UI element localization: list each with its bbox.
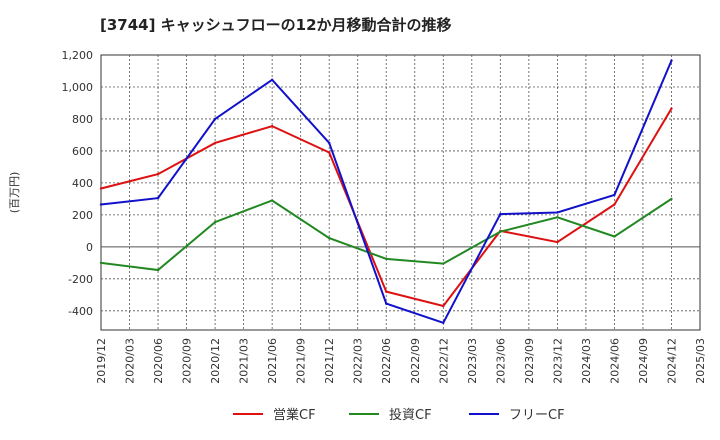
data-point <box>556 216 559 219</box>
data-point <box>385 290 388 293</box>
data-point <box>385 257 388 261</box>
data-point <box>270 124 274 128</box>
y-tick-label: 600 <box>72 145 93 158</box>
y-tick-label: 800 <box>72 113 93 126</box>
x-tick-label: 2020/03 <box>124 338 137 384</box>
chart-title: [3744] キャッシュフローの12か月移動合計の推移 <box>100 16 452 34</box>
data-point <box>613 193 616 197</box>
data-point <box>99 261 103 265</box>
x-tick-label: 2024/06 <box>608 338 621 384</box>
data-point <box>327 236 331 240</box>
data-point <box>156 172 160 176</box>
data-point <box>670 197 673 201</box>
x-tick-label: 2024/09 <box>637 338 650 384</box>
x-tick-label: 2021/09 <box>295 338 308 384</box>
data-point <box>442 262 445 265</box>
y-tick-label: -400 <box>68 305 93 318</box>
data-point <box>156 196 160 200</box>
data-point <box>670 59 673 62</box>
series-layer <box>99 59 673 325</box>
x-tick-label: 2024/12 <box>665 338 678 384</box>
x-tick-label: 2022/12 <box>437 338 450 384</box>
data-point <box>442 321 445 325</box>
x-tick-label: 2024/03 <box>580 338 593 384</box>
grid-layer <box>100 54 701 331</box>
data-point <box>499 212 502 216</box>
x-tick-label: 2023/06 <box>494 338 507 384</box>
x-tick-label: 2021/03 <box>238 338 251 384</box>
data-point <box>385 302 388 305</box>
data-point <box>213 141 217 145</box>
data-point <box>556 240 559 244</box>
data-point <box>613 203 616 206</box>
x-tick-label: 2019/12 <box>95 338 108 384</box>
y-tick-label: 1,200 <box>62 49 94 62</box>
x-tick-label: 2023/03 <box>466 338 479 384</box>
x-tick-label: 2021/12 <box>323 338 336 384</box>
data-point <box>213 117 217 121</box>
data-point <box>156 268 160 272</box>
y-tick-label: -200 <box>68 273 93 286</box>
legend-layer: 営業CF 投資CF フリーCF <box>233 407 565 423</box>
data-point <box>99 203 103 206</box>
data-point <box>99 187 103 190</box>
y-tick-label: 400 <box>72 177 93 190</box>
x-tick-label: 2020/06 <box>152 338 165 384</box>
data-point <box>327 141 331 145</box>
y-tick-label: 1,000 <box>62 81 94 94</box>
data-point <box>613 235 616 238</box>
data-point <box>442 304 445 308</box>
x-tick-label: 2021/06 <box>266 338 279 384</box>
data-point <box>270 199 274 202</box>
x-tick-label: 2023/12 <box>551 338 564 384</box>
legend-label: フリーCF <box>509 408 565 423</box>
x-tick-label: 2025/03 <box>694 338 707 384</box>
data-point <box>556 211 559 214</box>
data-point <box>670 107 673 110</box>
y-tick-label: 0 <box>86 241 93 254</box>
y-axis-label: (百万円) <box>8 172 21 214</box>
plot-frame <box>100 54 701 331</box>
data-point <box>213 220 217 224</box>
data-point <box>499 230 502 233</box>
x-tick-label: 2022/09 <box>409 338 422 384</box>
y-tick-label: 200 <box>72 209 93 222</box>
x-tick-label: 2020/09 <box>181 338 194 384</box>
x-tick-label: 2022/03 <box>352 338 365 384</box>
x-tick-label: 2023/09 <box>523 338 536 384</box>
data-point <box>270 78 274 81</box>
axis-layer: -400 -200 0 200 400 600 800 1,000 1,200 2019/12 20… <box>8 49 707 384</box>
x-tick-label: 2020/12 <box>209 338 222 384</box>
legend-label: 営業CF <box>273 407 316 423</box>
x-tick-label: 2022/06 <box>380 338 393 384</box>
legend-label: 投資CF <box>389 407 432 423</box>
data-point <box>327 151 331 154</box>
